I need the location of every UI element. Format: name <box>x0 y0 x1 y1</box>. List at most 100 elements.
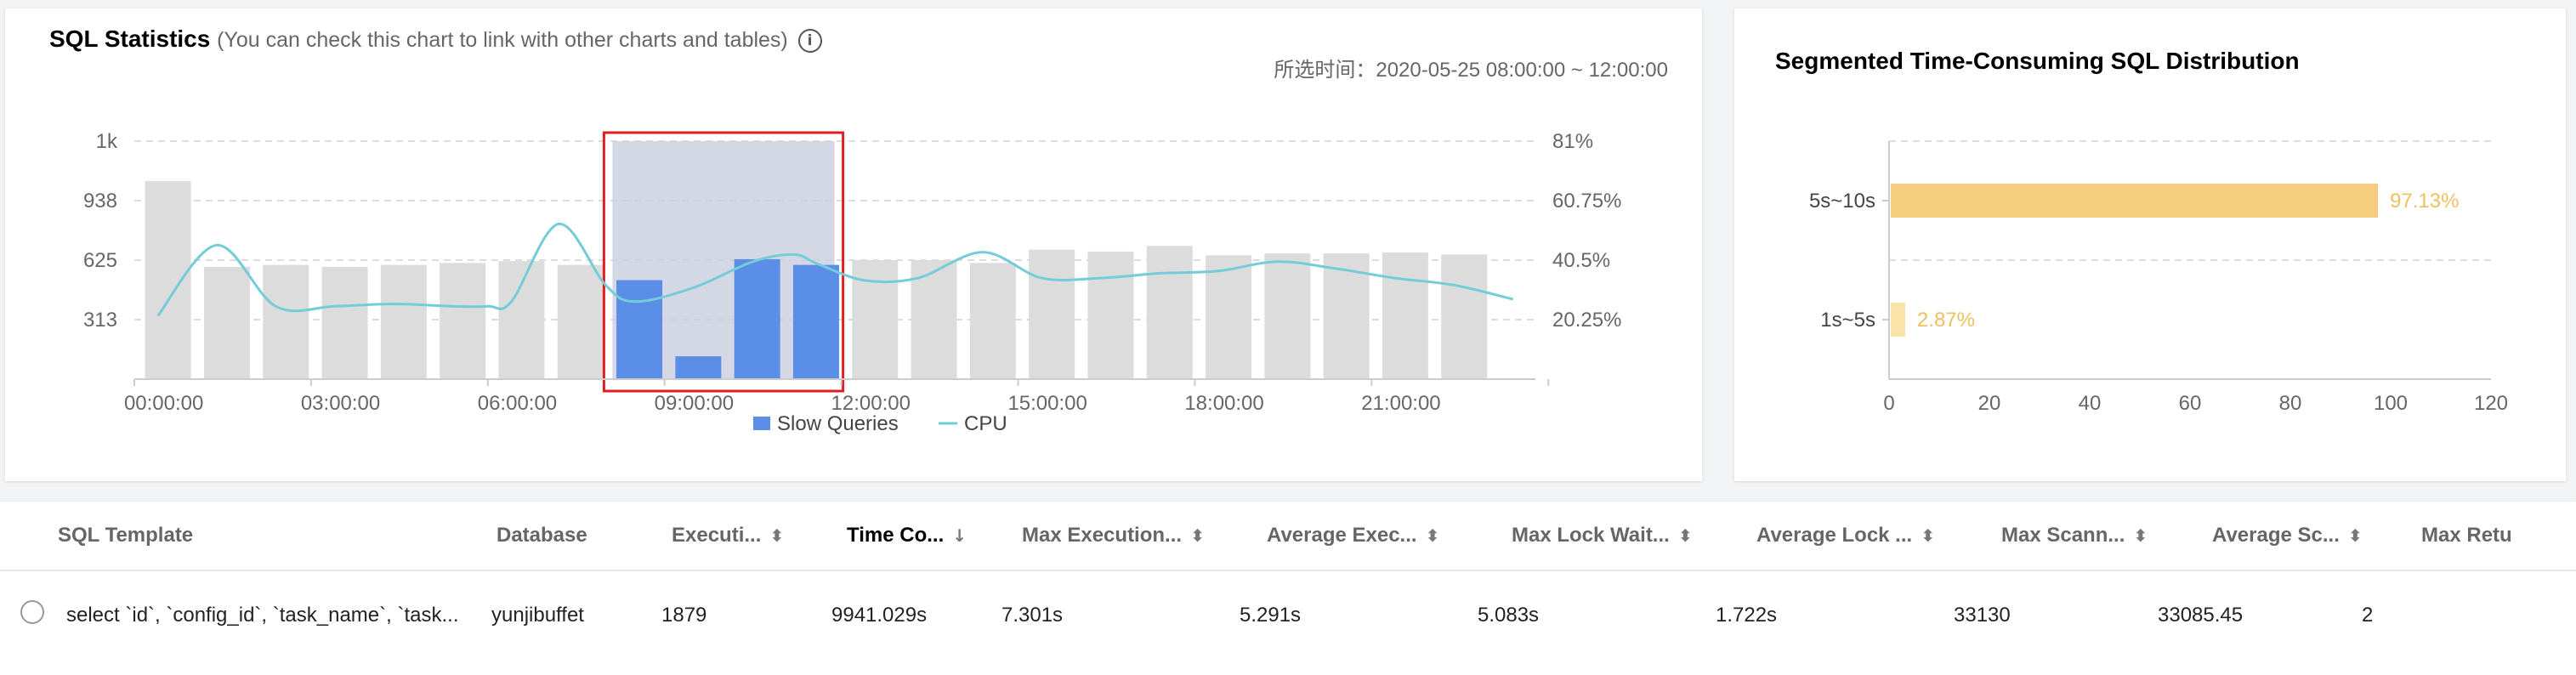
column-header[interactable]: Time Co... ↓ <box>847 524 967 547</box>
x-tick-label: 03:00:00 <box>301 392 380 415</box>
sql-statistics-card: SQL Statistics (You can check this chart… <box>5 9 1702 481</box>
slow-query-bar <box>1029 249 1075 379</box>
x-tick-label: 120 <box>2474 392 2508 415</box>
sort-descending-icon[interactable]: ↓ <box>952 525 967 546</box>
column-header-label: Max Lock Wait... <box>1512 524 1670 547</box>
sort-icon[interactable]: ⬍ <box>769 525 785 546</box>
x-tick-label: 80 <box>2279 392 2302 415</box>
category-label: 1s~5s <box>1820 309 1875 332</box>
column-header-label: Executi... <box>672 524 762 547</box>
slow-query-bar-selected <box>616 280 663 379</box>
slow-query-bar-selected <box>734 258 780 379</box>
slow-query-bar <box>557 264 604 379</box>
legend-cpu-label: CPU <box>964 412 1007 435</box>
distribution-bar <box>1891 184 2379 218</box>
column-header-label: Average Lock ... <box>1756 524 1913 547</box>
column-header[interactable]: Executi... ⬍ <box>672 524 784 547</box>
slow-query-bar <box>1087 251 1134 379</box>
column-header[interactable]: SQL Template <box>58 524 193 547</box>
category-label: 5s~10s <box>1809 190 1875 213</box>
row-radio-button[interactable] <box>20 600 44 624</box>
header-divider <box>0 570 2576 571</box>
y-left-tick-label: 313 <box>83 309 117 332</box>
distribution-bar <box>1891 303 1905 337</box>
sql-statistics-chart[interactable]: 313 625 938 1k 20.25% 40.5% 60.75% 81% 00:00:00 0… <box>5 9 1702 481</box>
y-right-tick-label: 40.5% <box>1552 249 1610 272</box>
selection-border <box>602 131 845 393</box>
x-tick-label: 0 <box>1883 392 1894 415</box>
x-tick-label: 100 <box>2374 392 2408 415</box>
column-header[interactable]: Max Retu <box>2421 524 2512 547</box>
column-header-label: SQL Template <box>58 524 194 547</box>
distribution-card: Segmented Time-Consuming SQL Distributio… <box>1734 9 2566 481</box>
sort-icon[interactable]: ⬍ <box>2347 525 2363 546</box>
x-tick-label: 15:00:00 <box>1007 392 1087 415</box>
slow-query-bar <box>380 264 427 379</box>
table-cell: 7.301s <box>1001 604 1064 627</box>
sql-statistics-title: SQL Statistics (You can check this chart… <box>49 26 822 53</box>
legend-slow-queries-label: Slow Queries <box>777 412 899 435</box>
x-tick-label: 20 <box>1978 392 2001 415</box>
table-cell: 33130 <box>1954 604 2011 627</box>
sql-table: SQL Template Database Executi... ⬍ Time Co..… <box>0 502 2576 675</box>
slow-query-bar <box>1441 254 1488 379</box>
column-header[interactable]: Average Exec... ⬍ <box>1267 524 1439 547</box>
table-cell: yunjibuffet <box>491 604 584 627</box>
table-cell: 5.083s <box>1478 604 1540 627</box>
table-cell: 5.291s <box>1240 604 1302 627</box>
sort-icon[interactable]: ⬍ <box>1190 525 1205 546</box>
sql-statistics-subtitle: (You can check this chart to link with o… <box>217 28 788 52</box>
column-header-label: Max Scann... <box>2001 524 2125 547</box>
slow-query-bar <box>203 266 250 379</box>
table-cell: 9941.029s <box>831 604 928 627</box>
x-tick-label: 40 <box>2079 392 2102 415</box>
distribution-bar-label: 2.87% <box>1917 309 1975 332</box>
distribution-bar-label: 97.13% <box>2390 190 2459 213</box>
distribution-title: Segmented Time-Consuming SQL Distributio… <box>1775 48 2300 74</box>
slow-query-bar <box>263 264 309 379</box>
x-tick-label: 18:00:00 <box>1184 392 1263 415</box>
info-circle-icon[interactable]: i <box>797 29 822 53</box>
y-right-tick-label: 60.75% <box>1552 190 1621 213</box>
column-header[interactable]: Max Lock Wait... ⬍ <box>1512 524 1693 547</box>
table-cell: 1.722s <box>1716 604 1778 627</box>
slow-query-bar <box>498 261 545 379</box>
slow-query-bar <box>145 181 191 379</box>
column-header[interactable]: Max Execution... ⬍ <box>1022 524 1205 547</box>
slow-query-bar <box>1382 252 1428 379</box>
distribution-chart[interactable]: 0 20 40 60 80 100 120 5s~10s 97.13% 1s~5s 2.87% <box>1734 9 2566 481</box>
slow-query-bar <box>1264 253 1311 379</box>
column-header[interactable]: Average Sc... ⬍ <box>2212 524 2363 547</box>
table-cell: 1879 <box>661 604 707 627</box>
x-tick-label: 09:00:00 <box>655 392 734 415</box>
y-left-tick-label: 1k <box>96 130 118 153</box>
column-header[interactable]: Max Scann... ⬍ <box>2001 524 2148 547</box>
slow-query-bar <box>321 266 368 379</box>
sort-icon[interactable]: ⬍ <box>2133 525 2148 546</box>
y-right-tick-label: 81% <box>1552 130 1593 153</box>
legend-slow-queries-swatch <box>753 417 770 430</box>
slow-query-bar <box>1206 255 1252 379</box>
slow-query-bar <box>1323 253 1370 379</box>
sort-icon[interactable]: ⬍ <box>1677 525 1693 546</box>
slow-query-bar <box>911 260 957 379</box>
slow-query-bar-selected <box>675 356 722 379</box>
sort-icon[interactable]: ⬍ <box>1425 525 1440 546</box>
column-header[interactable]: Average Lock ... ⬍ <box>1756 524 1935 547</box>
slow-query-bar-selected <box>792 264 839 379</box>
sql-statistics-title-text: SQL Statistics <box>49 26 211 52</box>
x-tick-label: 12:00:00 <box>831 392 911 415</box>
column-header-label: Max Execution... <box>1022 524 1183 547</box>
cpu-line <box>156 222 1513 317</box>
slow-query-bar <box>440 263 486 379</box>
column-header-label: Database <box>496 524 587 547</box>
x-tick-label: 21:00:00 <box>1361 392 1440 415</box>
column-header[interactable]: Database <box>496 524 587 547</box>
slow-query-bar <box>1146 246 1193 379</box>
sort-icon[interactable]: ⬍ <box>1921 525 1935 546</box>
y-left-tick-label: 938 <box>83 190 117 213</box>
y-left-tick-label: 625 <box>83 249 117 272</box>
selected-time-range: 所选时间：2020-05-25 08:00:00 ~ 12:00:00 <box>1274 59 1668 82</box>
table-cell: select `id`, `config_id`, `task_name`, `… <box>66 604 459 627</box>
y-right-tick-label: 20.25% <box>1552 309 1621 332</box>
